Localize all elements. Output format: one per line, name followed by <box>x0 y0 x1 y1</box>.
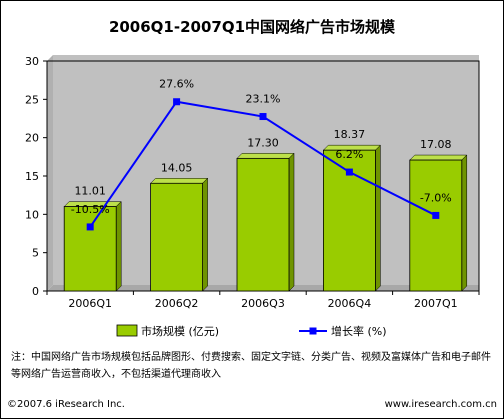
plot-side-wall <box>47 55 53 291</box>
growth-rate-label: -7.0% <box>420 191 452 204</box>
chart-title: 2006Q1-2007Q1中国网络广告市场规模 <box>108 18 396 36</box>
legend-swatch-market-size <box>116 324 138 337</box>
bar-value-label: 14.05 <box>161 161 193 174</box>
copyright-text: ©2007.6 iResearch Inc. <box>7 399 125 410</box>
growth-rate-marker <box>173 98 181 106</box>
bar <box>236 157 290 292</box>
bar-side <box>288 152 295 292</box>
bar-top <box>149 178 209 184</box>
bar <box>409 159 463 292</box>
y-tick-label: 0 <box>32 285 39 298</box>
bar-side <box>202 177 208 292</box>
x-tick-label: 2006Q3 <box>241 297 285 310</box>
growth-rate-marker <box>86 223 94 231</box>
growth-rate-marker <box>345 168 353 176</box>
bar-side <box>375 144 381 292</box>
growth-rate-label: 6.2% <box>335 148 363 161</box>
x-tick-label: 2006Q2 <box>155 297 199 310</box>
bar <box>63 206 117 292</box>
footnote: 注：中国网络广告市场规模包括品牌图形、付费搜索、固定文字链、分类广告、视频及富媒… <box>11 352 491 380</box>
growth-rate-marker <box>432 211 440 219</box>
y-tick-label: 25 <box>25 93 39 106</box>
bar-side <box>461 154 468 292</box>
x-tick-label: 2007Q1 <box>414 297 458 310</box>
bar-value-label: 11.01 <box>74 185 106 198</box>
growth-rate-label: -10.5% <box>71 203 110 216</box>
bar-top <box>236 153 295 159</box>
legend-label-market-size: 市场规模 (亿元) <box>141 325 220 338</box>
source-url: www.iresearch.com.cn <box>384 399 497 410</box>
growth-rate-label: 27.6% <box>159 78 194 91</box>
bar <box>150 182 204 292</box>
bar-value-label: 17.08 <box>420 138 452 151</box>
y-tick-label: 20 <box>25 132 39 145</box>
x-tick-label: 2006Q4 <box>328 297 372 310</box>
y-tick-label: 30 <box>25 55 39 68</box>
bar-side <box>115 200 122 292</box>
y-tick-label: 10 <box>25 208 39 221</box>
bar-top <box>409 154 468 161</box>
legend-marker-growth-rate <box>309 327 317 335</box>
growth-rate-label: 23.1% <box>246 93 281 106</box>
legend-label-growth-rate: 增长率 (%) <box>331 325 387 338</box>
bar-value-label: 18.37 <box>334 128 366 141</box>
bar-value-label: 17.30 <box>247 136 279 149</box>
y-tick-label: 5 <box>32 247 39 260</box>
x-tick-label: 2006Q1 <box>68 297 112 310</box>
y-tick-label: 15 <box>25 170 39 183</box>
growth-rate-marker <box>259 113 267 121</box>
